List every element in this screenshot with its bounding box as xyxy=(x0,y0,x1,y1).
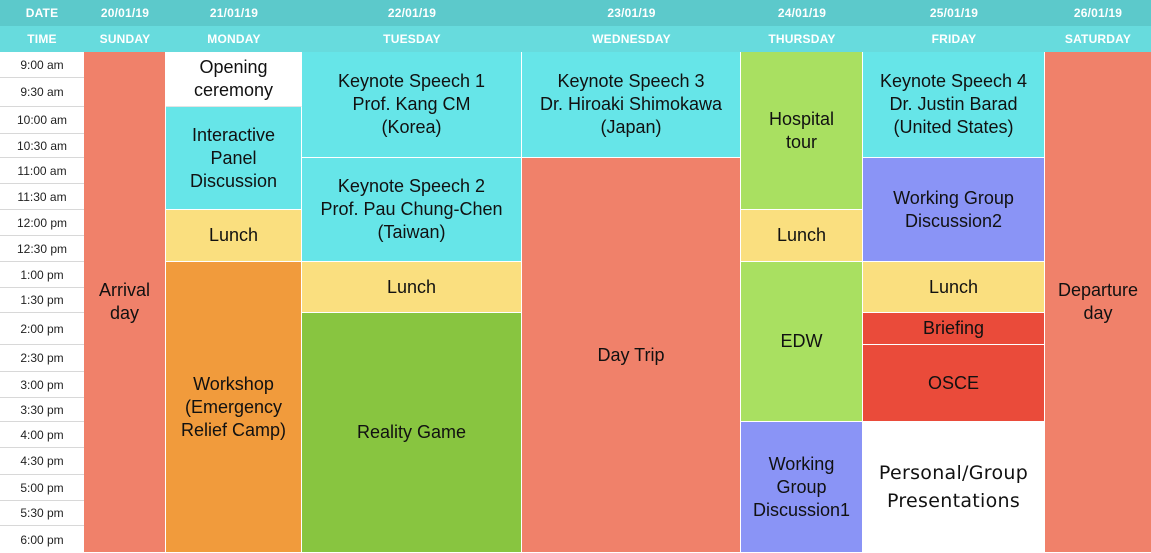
event-osce[interactable]: OSCE xyxy=(863,345,1045,422)
time-slot: 11:30 am xyxy=(0,184,84,210)
time-slot: 5:30 pm xyxy=(0,501,84,526)
time-header-label: TIME xyxy=(0,26,84,52)
event-working-group-discussion-2[interactable]: Working Group Discussion2 xyxy=(863,158,1045,262)
time-slot: 9:30 am xyxy=(0,78,84,107)
event-thursday-lunch[interactable]: Lunch xyxy=(741,210,863,262)
time-slot: 3:00 pm xyxy=(0,372,84,398)
event-departure-day[interactable]: Departure day xyxy=(1045,52,1151,553)
date-header-label: DATE xyxy=(0,0,84,26)
day-monday: MONDAY xyxy=(166,26,302,52)
day-sunday: SUNDAY xyxy=(84,26,166,52)
event-arrival-day[interactable]: Arrival day xyxy=(84,52,166,553)
time-slot: 3:30 pm xyxy=(0,398,84,422)
event-tuesday-lunch[interactable]: Lunch xyxy=(302,262,522,313)
time-slot: 5:00 pm xyxy=(0,475,84,501)
event-hospital-tour[interactable]: Hospital tour xyxy=(741,52,863,210)
event-day-trip[interactable]: Day Trip xyxy=(522,158,741,553)
event-briefing[interactable]: Briefing xyxy=(863,313,1045,345)
event-opening-ceremony[interactable]: Opening ceremony xyxy=(166,52,302,107)
date-sunday: 20/01/19 xyxy=(84,0,166,26)
time-slot: 6:00 pm xyxy=(0,526,84,553)
date-thursday: 24/01/19 xyxy=(741,0,863,26)
date-tuesday: 22/01/19 xyxy=(302,0,522,26)
event-keynote-speech-3[interactable]: Keynote Speech 3 Dr. Hiroaki Shimokawa (… xyxy=(522,52,741,158)
date-monday: 21/01/19 xyxy=(166,0,302,26)
day-friday: FRIDAY xyxy=(863,26,1045,52)
date-friday: 25/01/19 xyxy=(863,0,1045,26)
time-slot: 2:30 pm xyxy=(0,345,84,372)
event-keynote-speech-1[interactable]: Keynote Speech 1 Prof. Kang CM (Korea) xyxy=(302,52,522,158)
time-slot: 12:30 pm xyxy=(0,236,84,262)
time-slot: 1:00 pm xyxy=(0,262,84,288)
time-slot: 12:00 pm xyxy=(0,210,84,236)
event-personal-group-presentations[interactable]: Personal/Group Presentations xyxy=(863,422,1045,553)
day-thursday: THURSDAY xyxy=(741,26,863,52)
date-wednesday: 23/01/19 xyxy=(522,0,741,26)
event-edw[interactable]: EDW xyxy=(741,262,863,422)
event-reality-game[interactable]: Reality Game xyxy=(302,313,522,553)
event-interactive-panel-discussion[interactable]: Interactive Panel Discussion xyxy=(166,107,302,210)
time-slot: 11:00 am xyxy=(0,158,84,184)
event-friday-lunch[interactable]: Lunch xyxy=(863,262,1045,313)
time-slot: 10:30 am xyxy=(0,134,84,158)
event-keynote-speech-4[interactable]: Keynote Speech 4 Dr. Justin Barad (Unite… xyxy=(863,52,1045,158)
time-slot: 10:00 am xyxy=(0,107,84,134)
time-slot: 2:00 pm xyxy=(0,313,84,345)
event-keynote-speech-2[interactable]: Keynote Speech 2 Prof. Pau Chung-Chen (T… xyxy=(302,158,522,262)
time-slot: 4:30 pm xyxy=(0,448,84,475)
event-workshop[interactable]: Workshop (Emergency Relief Camp) xyxy=(166,262,302,553)
time-slot: 9:00 am xyxy=(0,52,84,78)
day-tuesday: TUESDAY xyxy=(302,26,522,52)
time-slot: 1:30 pm xyxy=(0,288,84,313)
event-monday-lunch[interactable]: Lunch xyxy=(166,210,302,262)
date-saturday: 26/01/19 xyxy=(1045,0,1151,26)
day-wednesday: WEDNESDAY xyxy=(522,26,741,52)
time-slot: 4:00 pm xyxy=(0,422,84,448)
day-saturday: SATURDAY xyxy=(1045,26,1151,52)
event-working-group-discussion-1[interactable]: Working Group Discussion1 xyxy=(741,422,863,553)
